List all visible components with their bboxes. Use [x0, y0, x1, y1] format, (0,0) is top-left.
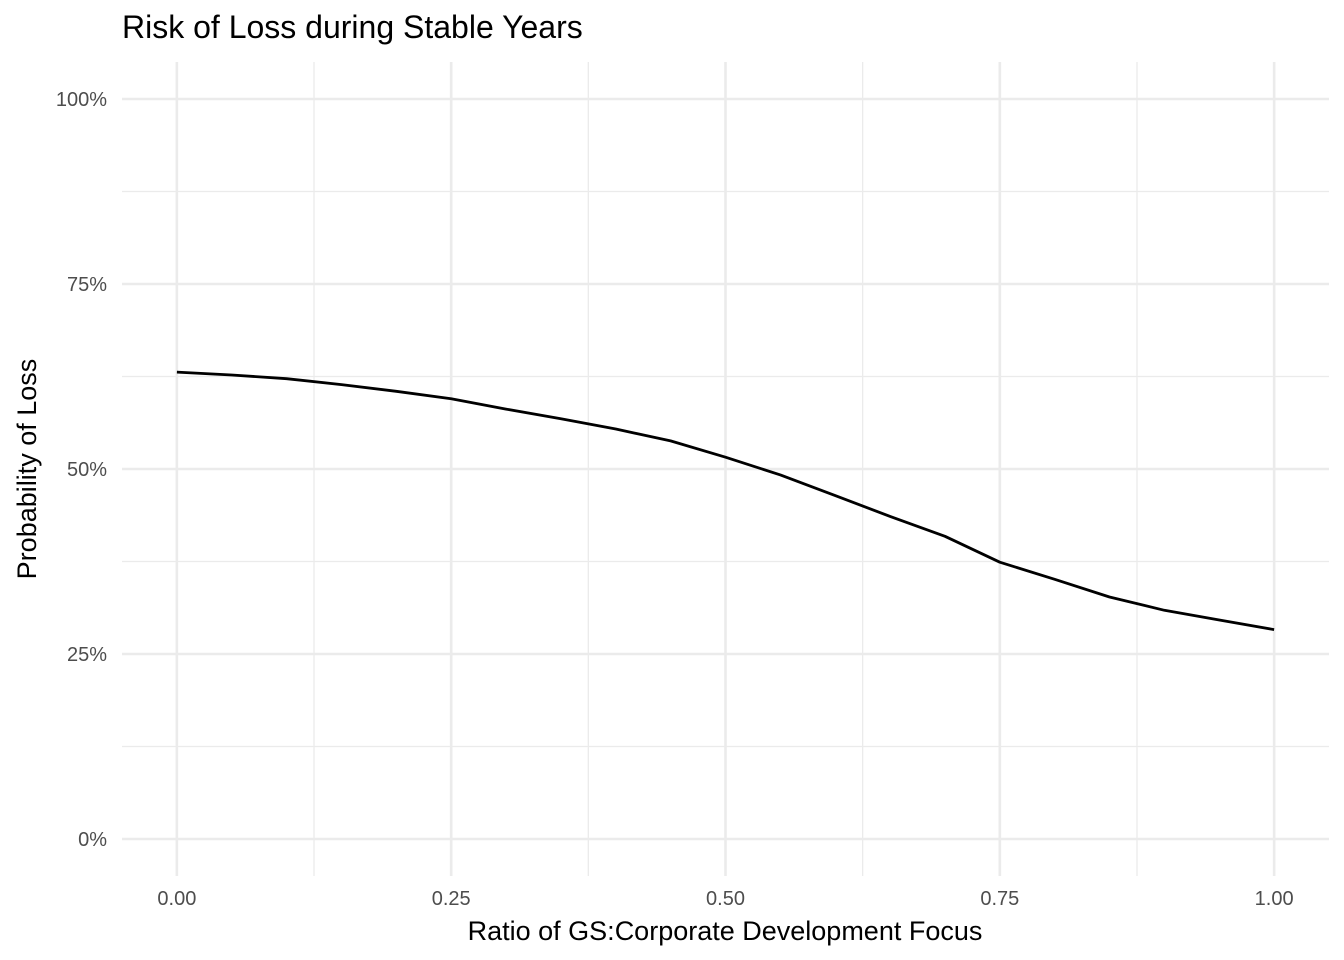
x-tick-label: 0.75 — [980, 888, 1019, 910]
x-tick-label: 1.00 — [1255, 888, 1294, 910]
y-tick-label: 0% — [78, 829, 107, 851]
x-tick-label: 0.50 — [706, 888, 745, 910]
chart-title: Risk of Loss during Stable Years — [122, 9, 583, 45]
gridlines — [122, 62, 1329, 876]
y-tick-label: 100% — [56, 89, 107, 111]
x-tick-label: 0.00 — [157, 888, 196, 910]
y-tick-label: 75% — [67, 274, 107, 296]
x-tick-label: 0.25 — [432, 888, 471, 910]
series-layer — [176, 370, 1275, 631]
x-axis-title: Ratio of GS:Corporate Development Focus — [468, 916, 983, 946]
y-tick-label: 50% — [67, 459, 107, 481]
y-tick-label: 25% — [67, 644, 107, 666]
y-axis-ticks: 0% 25% 50% 75% 100% — [56, 89, 107, 851]
y-axis-title: Probability of Loss — [12, 359, 42, 580]
x-axis-ticks: 0.00 0.25 0.50 0.75 1.00 — [157, 888, 1293, 910]
series-line — [176, 370, 1275, 631]
